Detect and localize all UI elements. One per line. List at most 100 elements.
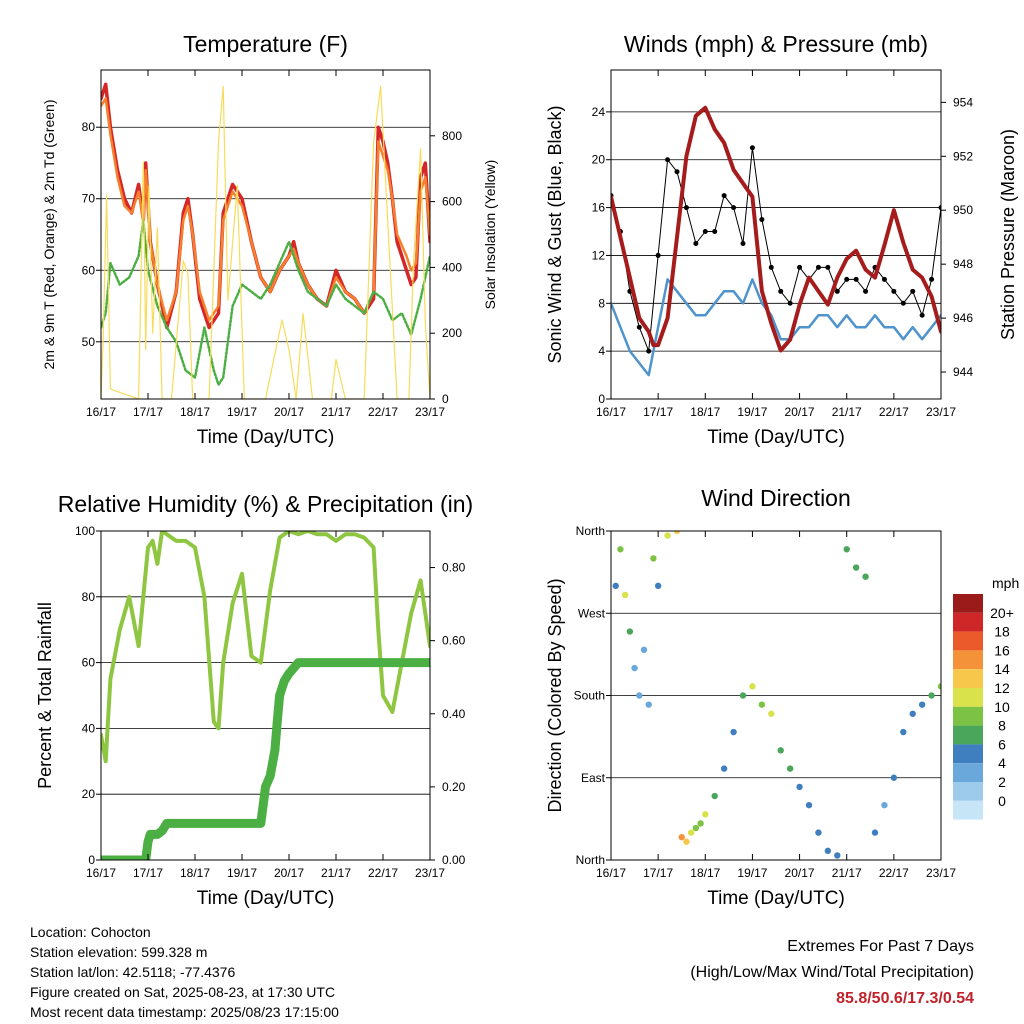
y-axis-label: Percent & Total Rainfall	[35, 602, 55, 789]
colorbar-swatch	[953, 631, 983, 651]
direction-point	[687, 829, 695, 836]
gust-point	[797, 264, 803, 270]
gust-point	[844, 276, 850, 282]
y2-tick-label: 0.40	[442, 707, 466, 721]
x-axis-label: Time (Day/UTC)	[707, 888, 845, 909]
gust-point	[881, 276, 887, 282]
gust-point	[834, 288, 840, 294]
y2-tick-label: 948	[953, 257, 973, 271]
x-tick-label: 19/17	[227, 866, 257, 880]
direction-point	[650, 555, 657, 562]
colorbar-label: 8	[998, 718, 1006, 734]
gust-point	[646, 348, 652, 354]
gust-point	[683, 205, 689, 211]
y-tick-label: 0	[598, 392, 605, 406]
x-tick-label: 17/17	[133, 405, 163, 419]
direction-point	[852, 564, 860, 571]
direction-point	[664, 532, 671, 539]
gust-point	[938, 205, 941, 211]
y2-tick-label: 0.00	[442, 853, 466, 867]
x-tick-label: 17/17	[643, 866, 673, 880]
gust-point	[693, 240, 699, 246]
gust-point	[655, 252, 661, 258]
y2-tick-label: 952	[953, 149, 973, 163]
direction-point	[805, 801, 813, 809]
colorbar-label: 10	[994, 699, 1010, 715]
gust-point	[863, 288, 869, 294]
y2-tick-label: 950	[953, 203, 973, 217]
y2-tick-label: 400	[442, 260, 462, 274]
y-tick-label: 8	[598, 296, 605, 310]
x-tick-label: 16/17	[86, 866, 116, 880]
plot-area	[101, 531, 430, 860]
x-tick-label: 19/17	[227, 405, 257, 419]
gust-point	[787, 300, 793, 306]
y-tick-label: 80	[82, 590, 96, 604]
plot-area	[101, 82, 430, 399]
chart-title: Temperature (F)	[183, 31, 348, 57]
x-tick-label: 20/17	[785, 866, 815, 880]
direction-point	[645, 701, 652, 708]
gust-point	[665, 157, 671, 163]
elevation-text: Station elevation: 599.328 m	[30, 944, 208, 960]
colorbar-label: 6	[998, 736, 1006, 752]
colorbar-label: 4	[998, 755, 1006, 771]
gust-point	[721, 193, 727, 199]
x-tick-label: 23/17	[415, 866, 445, 880]
direction-point	[815, 829, 822, 836]
x-tick-label: 20/17	[274, 405, 304, 419]
gust-point	[910, 288, 916, 294]
x-axis-label: Time (Day/UTC)	[707, 427, 845, 448]
y-tick-label: 12	[592, 248, 606, 262]
direction-point	[612, 582, 619, 590]
direction-point	[862, 573, 869, 580]
chart-title: Wind Direction	[701, 485, 851, 511]
colorbar-label: 20+	[990, 605, 1014, 621]
series-rh	[101, 531, 430, 764]
chart-temperature: Temperature (F) 16/17 17/17 18/17 19/17 20/17…	[41, 31, 498, 448]
colorbar-swatch	[953, 763, 983, 782]
gust-point	[636, 324, 642, 330]
x-tick-label: 18/17	[690, 405, 720, 419]
gust-point	[759, 217, 765, 223]
direction-point	[720, 765, 728, 772]
y-axis-label: 2m & 9m T (Red, Orange) & 2m Td (Green)	[41, 100, 57, 370]
y2-tick-label: 800	[442, 129, 462, 143]
direction-point	[621, 591, 629, 599]
y2-axis-label: Solar Insolation (Yellow)	[482, 160, 498, 310]
direction-point	[937, 683, 941, 690]
gust-point	[853, 276, 859, 282]
y-tick-label: 100	[75, 524, 95, 538]
direction-point	[697, 820, 704, 827]
plot-area	[611, 105, 941, 377]
direction-point	[871, 829, 879, 836]
direction-point	[918, 701, 926, 708]
series-9m-t	[101, 97, 430, 322]
y-tick-label: 20	[592, 153, 606, 167]
y2-tick-label: 954	[953, 95, 973, 109]
x-tick-label: 16/17	[596, 866, 626, 880]
y2-tick-label: 0.60	[442, 634, 466, 648]
colorbar-label: 0	[998, 793, 1006, 809]
plot-frame	[100, 530, 431, 861]
x-tick-label: 16/17	[596, 405, 626, 419]
x-tick-label: 23/17	[926, 405, 956, 419]
x-tick-label: 22/17	[879, 866, 909, 880]
chart-title: Relative Humidity (%) & Precipitation (i…	[58, 491, 473, 517]
direction-point	[928, 692, 935, 699]
y2-tick-label: 946	[953, 311, 973, 325]
direction-point	[881, 801, 888, 809]
extremes-box: Extremes For Past 7 Days (High/Low/Max W…	[690, 934, 974, 1012]
station-info: Location: Cohocton Station elevation: 59…	[30, 922, 339, 1022]
direction-point	[796, 783, 803, 791]
x-tick-label: 16/17	[86, 405, 116, 419]
y-tick-label: 0	[88, 853, 95, 867]
gust-point	[778, 288, 784, 294]
x-tick-label: 18/17	[180, 866, 210, 880]
x-tick-label: 22/17	[879, 405, 909, 419]
y-tick-label: 4	[598, 344, 605, 358]
gust-point	[815, 264, 821, 270]
y-axis-label: Direction (Colored By Speed)	[545, 578, 565, 812]
latlon-text: Station lat/lon: 42.5118; -77.4376	[30, 964, 236, 980]
